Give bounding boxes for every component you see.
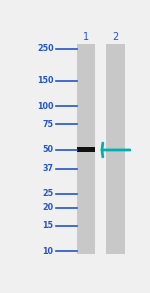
Text: 37: 37 [43, 164, 54, 173]
Text: 1: 1 [83, 32, 89, 42]
Bar [77, 147, 95, 152]
Bar [77, 44, 95, 254]
Text: 150: 150 [37, 76, 54, 86]
Text: 2: 2 [112, 32, 118, 42]
Text: 100: 100 [37, 102, 54, 111]
Text: 75: 75 [43, 120, 54, 129]
Text: 250: 250 [37, 44, 54, 53]
Text: 20: 20 [42, 203, 54, 212]
Text: 25: 25 [42, 189, 54, 198]
Text: 50: 50 [43, 145, 54, 154]
Text: 10: 10 [43, 247, 54, 255]
Text: 15: 15 [43, 221, 54, 230]
Bar [106, 44, 124, 254]
